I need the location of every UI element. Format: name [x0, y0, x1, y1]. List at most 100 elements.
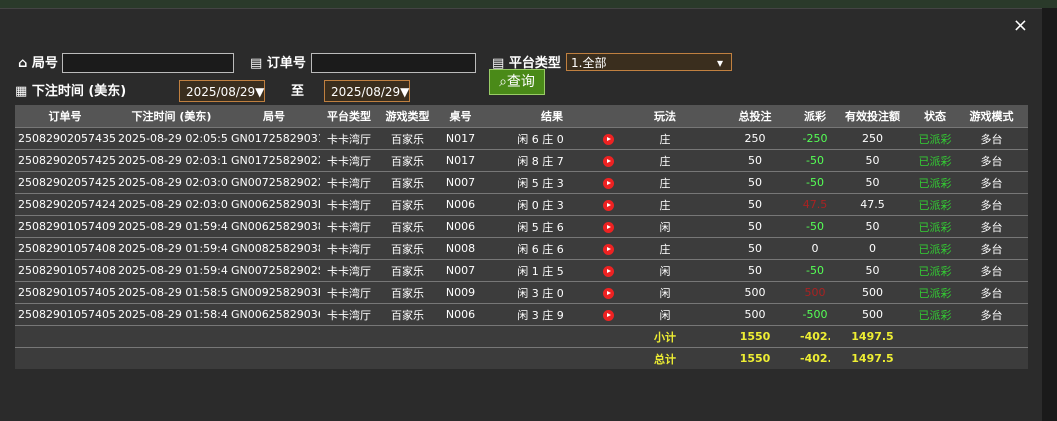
cell: 多台 — [955, 171, 1028, 194]
cell: GN0072582902S — [228, 259, 320, 282]
cell: 250 — [830, 127, 915, 150]
cell: 50 — [830, 259, 915, 282]
cell: 百家乐 — [378, 237, 437, 260]
column-header: 有效投注额 — [830, 105, 915, 128]
cell: 百家乐 — [378, 259, 437, 282]
round-input[interactable] — [62, 53, 234, 73]
play-icon[interactable] — [603, 177, 614, 189]
cell: 庄 — [620, 193, 710, 216]
order-input[interactable] — [311, 53, 476, 73]
video-cell — [597, 127, 620, 150]
bet-row: 250829010574080 2025-08-29 01:59:40 GN0072… — [15, 259, 1028, 282]
cell: 百家乐 — [378, 127, 437, 150]
order-label-text: 订单号 — [266, 56, 306, 71]
cell: 50 — [710, 259, 800, 282]
cell: N017 — [437, 127, 484, 150]
cell: 闲 5 庄 6 — [484, 215, 597, 238]
round-label: ⌂ 局号 — [18, 56, 58, 71]
cell: 闲 6 庄 0 — [484, 127, 597, 150]
cell: 多台 — [955, 281, 1028, 304]
video-cell — [597, 215, 620, 238]
cell: 50 — [710, 193, 800, 216]
platform-label: ▤ 平台类型 — [492, 56, 561, 71]
cell: 2025-08-29 02:03:06 — [115, 193, 228, 216]
cell: 百家乐 — [378, 215, 437, 238]
cell: 闲 — [620, 281, 710, 304]
cell: 500 — [830, 303, 915, 326]
cell: 2025-08-29 01:59:44 — [115, 237, 228, 260]
play-icon[interactable] — [603, 243, 614, 255]
time-label-text: 下注时间 (美东) — [31, 84, 127, 99]
video-cell — [597, 281, 620, 304]
cell: 已派彩 — [915, 303, 955, 326]
spacer — [915, 325, 1028, 348]
cell: 0 — [800, 237, 830, 260]
cell: 卡卡湾厅 — [320, 149, 378, 172]
time-label: ▦ 下注时间 (美东) — [15, 84, 127, 99]
video-cell — [597, 193, 620, 216]
cell: N017 — [437, 149, 484, 172]
cell: 已派彩 — [915, 259, 955, 282]
cell: 多台 — [955, 215, 1028, 238]
cell: 百家乐 — [378, 149, 437, 172]
search-text: 查询 — [506, 74, 535, 90]
cell: 多台 — [955, 193, 1028, 216]
cell: 500 — [830, 281, 915, 304]
cell: GN01725829031 — [228, 127, 320, 150]
bet-table: 订单号 下注时间 (美东) 局号 平台类型 游戏类型 桌号 结果 玩法 总投注 派彩 有效投注额 状态… — [15, 105, 1028, 369]
column-header: 下注时间 (美东) — [115, 105, 228, 128]
play-icon[interactable] — [603, 199, 614, 211]
play-icon[interactable] — [603, 265, 614, 277]
round-label-text: 局号 — [31, 56, 58, 71]
bet-row: 250829010574090 2025-08-29 01:59:48 GN0062… — [15, 215, 1028, 238]
play-icon[interactable] — [603, 221, 614, 233]
spacer — [15, 325, 620, 348]
column-header: 结果 — [484, 105, 620, 128]
video-cell — [597, 237, 620, 260]
cell: 2025-08-29 01:59:48 — [115, 215, 228, 238]
play-icon[interactable] — [603, 155, 614, 167]
total-cell: -402.5 — [800, 347, 830, 369]
cell: 2025-08-29 01:58:52 — [115, 281, 228, 304]
cell: 50 — [710, 149, 800, 172]
bet-row: 250829020574357 2025-08-29 02:05:59 GN0172… — [15, 127, 1028, 150]
to-label: 至 — [291, 84, 305, 99]
date-from[interactable]: 2025/08/29▼ — [179, 80, 265, 102]
cell: GN0092582903F — [228, 281, 320, 304]
cell: 50 — [830, 149, 915, 172]
cell: N009 — [437, 281, 484, 304]
play-icon[interactable] — [603, 309, 614, 321]
cell: N007 — [437, 171, 484, 194]
total-cell: 小计 — [620, 325, 710, 348]
platform-select[interactable]: 1.全部 ▾ — [566, 53, 732, 71]
search-button[interactable]: ⌕查询 — [489, 69, 545, 95]
total-cell: -402.5 — [800, 325, 830, 348]
cell: 闲 — [620, 215, 710, 238]
cell: 卡卡湾厅 — [320, 193, 378, 216]
cell: -50 — [800, 171, 830, 194]
platform-value: 1.全部 — [571, 56, 607, 70]
bet-row: 250829020574249 2025-08-29 02:03:06 GN0062… — [15, 193, 1028, 216]
cell: -500 — [800, 303, 830, 326]
date-to[interactable]: 2025/08/29▼ — [324, 80, 410, 102]
cell: 2025-08-29 02:05:59 — [115, 127, 228, 150]
column-header: 桌号 — [437, 105, 484, 128]
close-button[interactable]: × — [1012, 15, 1028, 36]
column-header: 平台类型 — [320, 105, 378, 128]
cell: 庄 — [620, 171, 710, 194]
cell: 已派彩 — [915, 281, 955, 304]
cell: 250829010574052 — [15, 281, 115, 304]
cell: GN00625829036 — [228, 303, 320, 326]
video-cell — [597, 149, 620, 172]
play-icon[interactable] — [603, 133, 614, 145]
cell: GN00625829038 — [228, 215, 320, 238]
spacer — [15, 347, 620, 369]
cell: 闲 8 庄 7 — [484, 149, 597, 172]
platform-label-text: 平台类型 — [508, 56, 561, 71]
cell: 多台 — [955, 237, 1028, 260]
cell: N006 — [437, 215, 484, 238]
video-cell — [597, 303, 620, 326]
cell: 250829020574357 — [15, 127, 115, 150]
play-icon[interactable] — [603, 287, 614, 299]
